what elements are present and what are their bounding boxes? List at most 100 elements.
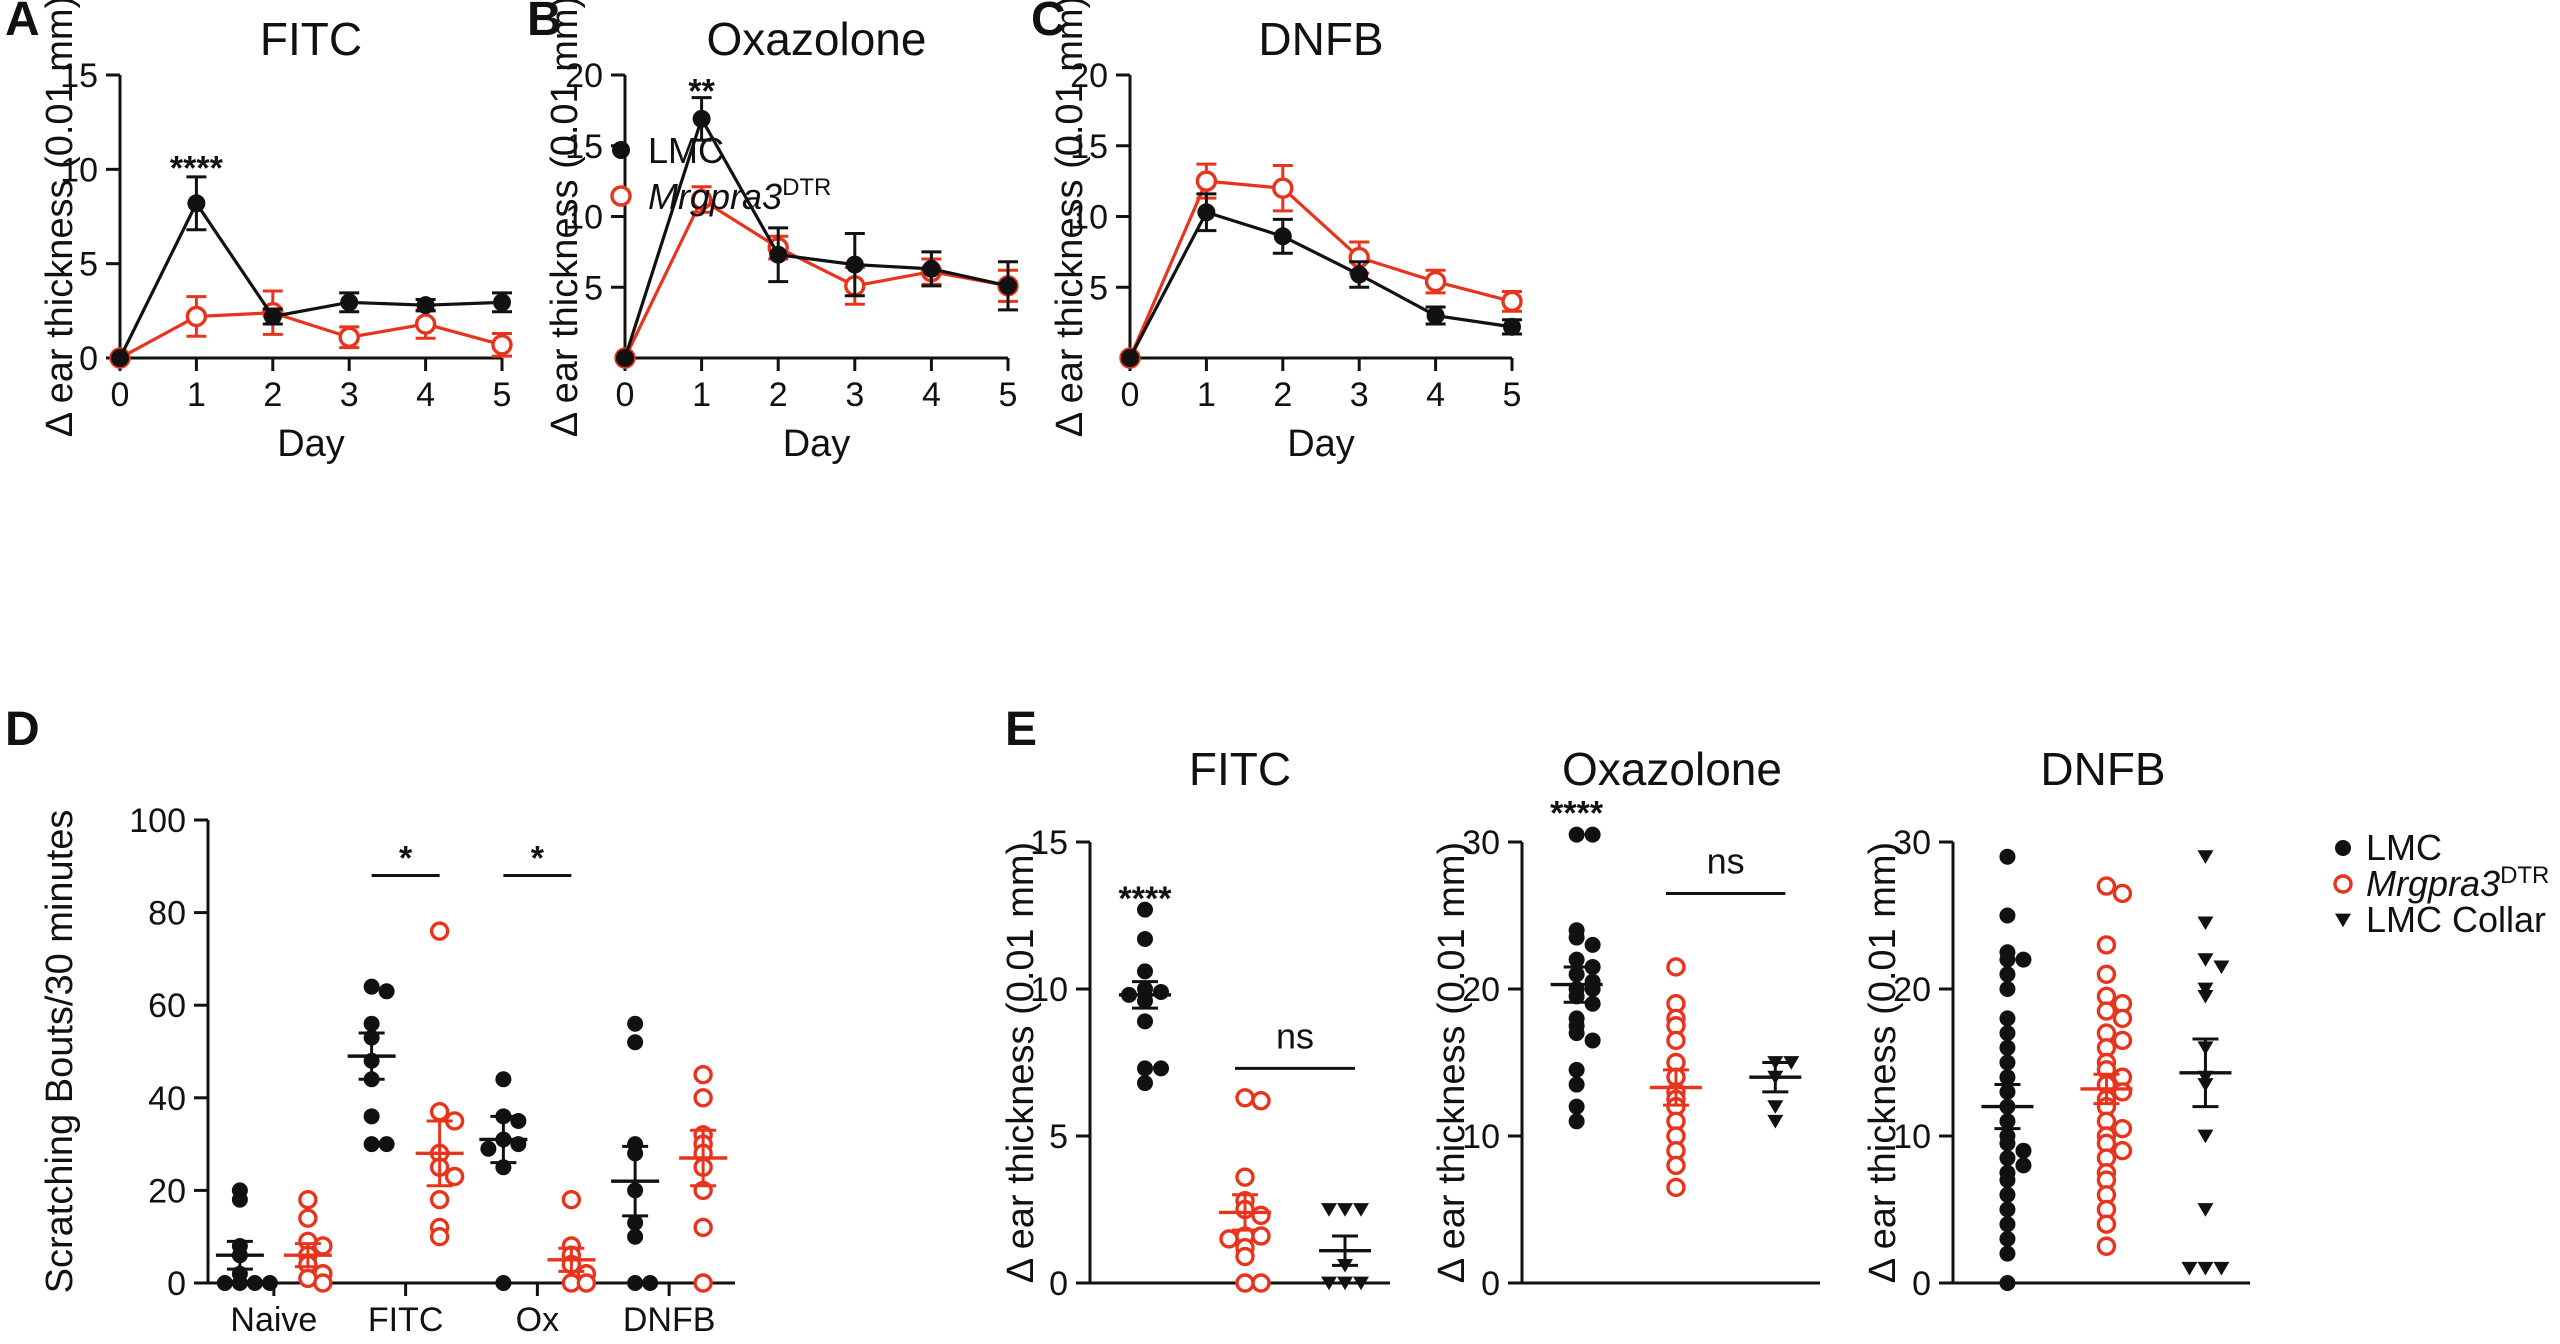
panel-e1-lmc-point (1153, 1060, 1169, 1077)
panel-c-x-tick-label: 3 (1350, 376, 1369, 414)
panel-d-y-tick-label: 0 (167, 1265, 186, 1303)
panel-a-title: FITC (260, 13, 362, 65)
panel-e3-dtr-point (2112, 1140, 2133, 1161)
panel-d-fitc-lmc-point (363, 1108, 380, 1125)
panel-e3-collar-point (2213, 960, 2230, 975)
panel-b-lmc-point (922, 259, 941, 278)
panel-c-title: DNFB (1258, 13, 1383, 65)
panel-d-fitc-dtr-point (429, 1226, 450, 1247)
panel-d-x-tick-label: Ox (516, 1301, 559, 1339)
panel-c-x-tick-label: 0 (1121, 376, 1140, 414)
panel-b-lmc-point (692, 109, 711, 128)
panel-e3-lmc-point (1999, 1216, 2016, 1233)
panel-e2-dtr-point (1666, 1030, 1686, 1051)
panel-e3-lmc-point (2015, 1142, 2032, 1159)
panel-e2-dtr-point (1666, 1177, 1686, 1198)
panel-e2-lmc-point (1568, 1076, 1585, 1093)
panel-a-x-label: Day (277, 423, 345, 465)
legend-e-dtr-label: Mrgpra3DTR (2366, 862, 2549, 904)
panel-b-y-tick-label: 15 (565, 128, 603, 166)
panel-e1-collar-point (1337, 1203, 1353, 1217)
panel-e1-dtr-point (1251, 1273, 1271, 1293)
panel-b-significance: ** (688, 73, 715, 111)
panel-e3-collar-point (2197, 1203, 2214, 1217)
panel-e2-lmc-point (1584, 1032, 1601, 1049)
panel-a-dtr-point (185, 305, 208, 328)
panel-c-y-tick-label: 15 (1070, 128, 1108, 166)
panel-e1-title: FITC (1189, 743, 1291, 795)
panel-a-x-tick-label: 3 (340, 376, 359, 414)
panel-b-y-tick-label: 5 (584, 269, 603, 307)
panel-b-x-label: Day (783, 423, 851, 465)
panel-b-y-tick-label: 10 (565, 199, 603, 237)
panel-a-x-tick-label: 2 (263, 376, 282, 414)
panel-e1-y-tick-label: 15 (1030, 824, 1068, 862)
panel-e3-lmc-point (2015, 951, 2032, 968)
panel-e1-y-tick-label: 10 (1030, 971, 1068, 1009)
panel-d-letter: D (5, 703, 40, 756)
panel-e3-dtr-point (2096, 935, 2117, 955)
panel-c-lmc-point (1121, 349, 1139, 367)
panel-e3-collar-point (2197, 953, 2214, 967)
panel-c-dtr-point (1501, 290, 1523, 313)
panel-e3-lmc-point (1999, 1025, 2016, 1042)
panel-d-naive-lmc-point (231, 1191, 248, 1208)
panel-d-y-tick-label: 80 (148, 895, 186, 933)
panel-a-lmc-point (340, 293, 359, 312)
panel-e1-collar-point (1321, 1203, 1337, 1217)
panel-e3-collar-point (2197, 982, 2214, 997)
panel-d-fitc-dtr-point (429, 1189, 450, 1210)
panel-a-lmc-line (118, 200, 503, 359)
panel-e3-lmc-point (1999, 966, 2016, 983)
panel-e3-collar-point (2197, 850, 2214, 864)
panel-e2-lmc-point (1584, 826, 1601, 843)
panel-e2-y-label: Δ ear thickness (0.01 mm) (1431, 842, 1473, 1283)
panel-d-x-tick-label: DNFB (623, 1301, 716, 1339)
panel-b-dtr-line (623, 197, 1009, 359)
panel-e1-collar-point (1337, 1276, 1353, 1291)
panel-a-x-tick-label: 5 (493, 376, 512, 414)
panel-d-dnfb-lmc-point (627, 1228, 644, 1245)
panel-c-x-tick-label: 4 (1426, 376, 1445, 414)
panel-d-naive-dtr-point (298, 1208, 318, 1228)
panel-b-lmc-point (999, 276, 1017, 295)
legend-e-dtr-marker (2333, 874, 2353, 894)
panel-a-x-tick-label: 1 (187, 376, 206, 414)
panel-e3-collar-point (2181, 1261, 2198, 1276)
legend-top-lmc-marker (612, 141, 630, 159)
panel-d-dnfb-lmc-point (627, 1214, 644, 1231)
panel-e3-dtr-point (2112, 1008, 2133, 1029)
panel-e3-dtr-point (2096, 1236, 2117, 1256)
panel-e1-dtr-point (1235, 1088, 1255, 1108)
panel-e3-dtr-point (2112, 1118, 2133, 1139)
legend-e-collar-label: LMC Collar (2366, 899, 2546, 940)
panel-e1-dtr-point (1235, 1246, 1255, 1267)
panel-c-dtr-point (1195, 170, 1218, 192)
panel-e1-y-tick-label: 5 (1049, 1118, 1068, 1156)
legend-e-lmc-marker (2335, 840, 2351, 856)
panel-c-x-label: Day (1287, 423, 1355, 465)
panel-e3-lmc-point (1999, 848, 2016, 865)
panel-e3-lmc-point (1999, 1150, 2016, 1167)
panel-e1-lmc-point (1153, 983, 1169, 1000)
panel-c-x-tick-label: 2 (1273, 376, 1292, 414)
panel-d-fitc-lmc-point (363, 1136, 380, 1153)
panel-c-lmc-point (1426, 306, 1445, 325)
panel-e1-dtr-point (1251, 1091, 1271, 1111)
panel-a-significance: **** (170, 149, 224, 187)
panel-e1-collar-point (1321, 1276, 1337, 1291)
panel-e3-lmc-point (1999, 951, 2016, 968)
panel-e1-dtr-point (1235, 1167, 1255, 1187)
panel-c-dtr-line (1128, 179, 1513, 359)
panel-a-y-tick-label: 10 (60, 151, 98, 189)
panel-d-ox-lmc-point (480, 1140, 497, 1157)
panel-a-letter: A (5, 0, 40, 46)
panel-a-dtr-point (338, 326, 360, 348)
panel-b-lmc-point (845, 255, 864, 274)
panel-a-lmc-point (263, 307, 282, 326)
panel-e3-dtr-point (2112, 1030, 2133, 1051)
panel-e2-lmc-point (1584, 958, 1601, 975)
panel-e2-lmc-point (1568, 1113, 1585, 1130)
panel-e3-lmc-point (1999, 1054, 2016, 1071)
panel-e2-lmc-point (1568, 929, 1585, 946)
